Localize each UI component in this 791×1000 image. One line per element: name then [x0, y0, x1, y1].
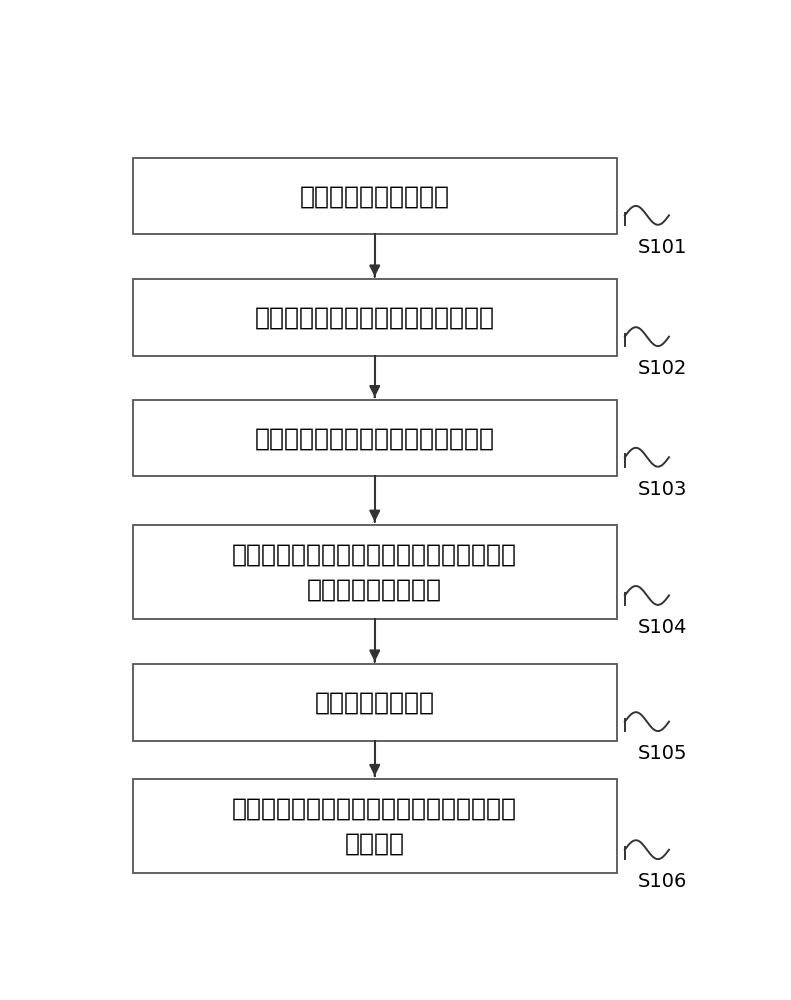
Text: 将字符串列中字符串値替换为与字符串列中
字符串値对应的键値: 将字符串列中字符串値替换为与字符串列中 字符串値对应的键値: [233, 542, 517, 602]
Text: 确定字符串列中字符串値对应的键値: 确定字符串列中字符串値对应的键値: [255, 426, 494, 450]
Bar: [133, 158, 617, 234]
Text: S106: S106: [638, 872, 687, 891]
Text: 确定待压缩处理数据表中的字符串列: 确定待压缩处理数据表中的字符串列: [255, 306, 494, 330]
Text: S104: S104: [638, 618, 687, 637]
Bar: [133, 400, 617, 476]
Text: S105: S105: [638, 744, 687, 763]
Bar: [133, 279, 617, 356]
Text: S102: S102: [638, 359, 687, 378]
Text: S103: S103: [638, 480, 687, 499]
Bar: [133, 779, 617, 873]
Text: S101: S101: [638, 238, 687, 257]
Text: 根据第一存储索引对待压缩处理数据表进行
压缩处理: 根据第一存储索引对待压缩处理数据表进行 压缩处理: [233, 796, 517, 856]
Text: 确定待压缩处理数据表: 确定待压缩处理数据表: [300, 184, 450, 208]
Bar: [133, 525, 617, 619]
Bar: [133, 664, 617, 741]
Text: 获取第一存储索引: 获取第一存储索引: [315, 691, 435, 715]
